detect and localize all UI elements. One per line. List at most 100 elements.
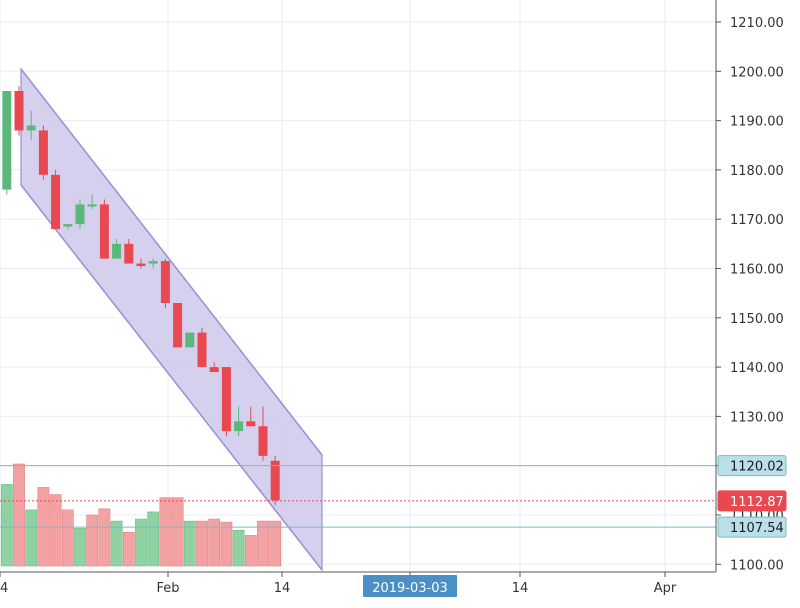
candle-body [160, 261, 170, 304]
channel-upper-line[interactable] [20, 68, 323, 456]
volume-bar [13, 463, 25, 567]
volume-bar [147, 511, 160, 567]
candlestick [124, 238, 134, 264]
time-tick-label: 14 [274, 581, 291, 596]
crosshair-date-label: 2019-03-03 [372, 581, 448, 596]
volume-bar [110, 520, 123, 567]
candlestick [185, 332, 195, 348]
horizontal-line-price-badge[interactable] [717, 455, 787, 477]
candlestick [258, 406, 268, 461]
volume-bar [25, 509, 38, 567]
candle-body [258, 426, 268, 456]
candlestick [75, 199, 85, 230]
candlestick [234, 406, 244, 437]
price-tick-label: 1210.00 [730, 16, 784, 31]
candlestick [173, 303, 183, 348]
last-price-label: 1112.87 [730, 495, 784, 510]
volume-bar [244, 535, 257, 567]
price-tick-label: 1170.00 [730, 213, 784, 228]
time-axis[interactable]: 4 Feb 14 2019-03-03 14 Apr [0, 571, 800, 604]
price-tick-label: 1150.00 [730, 312, 784, 327]
candlestick [51, 169, 61, 230]
price-tick-label: 1140.00 [730, 361, 784, 376]
time-tick-label: Apr [654, 581, 677, 596]
time-tick-label: Feb [156, 581, 179, 596]
candlestick [2, 91, 12, 195]
candle-body [87, 204, 97, 207]
horizontal-line-price-label: 1107.54 [730, 521, 784, 536]
price-tick-label: 1100.00 [730, 558, 784, 573]
candlestick [270, 455, 280, 506]
candle-body [51, 174, 61, 230]
time-tick-label: 4 [0, 581, 8, 596]
candlesticks [2, 86, 280, 506]
candle-body [2, 91, 12, 190]
volume-bar [220, 521, 233, 567]
candlestick [14, 86, 24, 136]
volume-bar [86, 514, 99, 567]
crosshair-date-badge [363, 575, 457, 597]
price-axis[interactable]: 1210.00 1200.00 1190.00 1180.00 1170.00 1160.… [715, 0, 800, 573]
volume-bars [0, 463, 282, 567]
candlestick [209, 362, 219, 373]
candle-body [14, 91, 24, 131]
candle-body [136, 263, 146, 267]
candlestick [160, 258, 170, 308]
last-price-badge[interactable] [717, 490, 787, 512]
candle-body [209, 367, 219, 373]
parallel-channel-drawing[interactable] [20, 67, 323, 572]
candle-body [112, 243, 122, 259]
candlestick [221, 367, 231, 437]
volume-bar [159, 497, 172, 567]
candlestick [136, 258, 146, 269]
candle-body [148, 261, 158, 264]
horizontal-line-price-badge[interactable] [717, 516, 787, 538]
candlestick [246, 406, 256, 427]
volume-bar [257, 520, 269, 567]
candle-body [173, 303, 183, 348]
candle-body [221, 367, 231, 432]
candle-body [63, 224, 73, 227]
price-tick-label: 1190.00 [730, 115, 784, 130]
candle-body [75, 204, 85, 225]
volume-bar [183, 520, 196, 567]
candlestick [148, 258, 158, 269]
candlestick [112, 238, 122, 259]
time-tick-label: 14 [512, 581, 529, 596]
price-axis-background [716, 0, 800, 572]
volume-bar [208, 518, 221, 567]
price-tick-label: 1160.00 [730, 263, 784, 278]
candle-body [197, 332, 207, 368]
candlestick [26, 110, 36, 141]
candlestick [63, 224, 73, 230]
candle-body [26, 125, 36, 131]
price-tick-label: 1200.00 [730, 65, 784, 80]
volume-bar [171, 497, 184, 567]
candle-body [270, 460, 280, 501]
candle-body [124, 243, 134, 264]
volume-bar [122, 532, 135, 567]
volume-bar [135, 518, 147, 567]
volume-bar [269, 520, 282, 567]
channel-lower-line[interactable] [20, 184, 323, 571]
horizontal-line-price-label: 1120.02 [730, 460, 784, 475]
candle-body [38, 130, 48, 175]
candle-body [234, 421, 244, 432]
candle-body [246, 421, 256, 427]
candle-body [99, 204, 109, 259]
price-tick-label: 1180.00 [730, 164, 784, 179]
candlestick [99, 199, 109, 259]
horizontal-lines[interactable] [0, 465, 716, 528]
candlestick [38, 125, 48, 180]
candlestick [87, 194, 97, 210]
volume-bar [98, 508, 111, 567]
volume-bar [0, 484, 13, 567]
volume-bar [61, 509, 74, 567]
volume-bar [74, 527, 86, 567]
volume-bar [232, 529, 245, 567]
price-tick-label: 1130.00 [730, 410, 784, 425]
candlestick [197, 327, 207, 368]
volume-bar [196, 520, 208, 567]
candle-body [185, 332, 195, 348]
